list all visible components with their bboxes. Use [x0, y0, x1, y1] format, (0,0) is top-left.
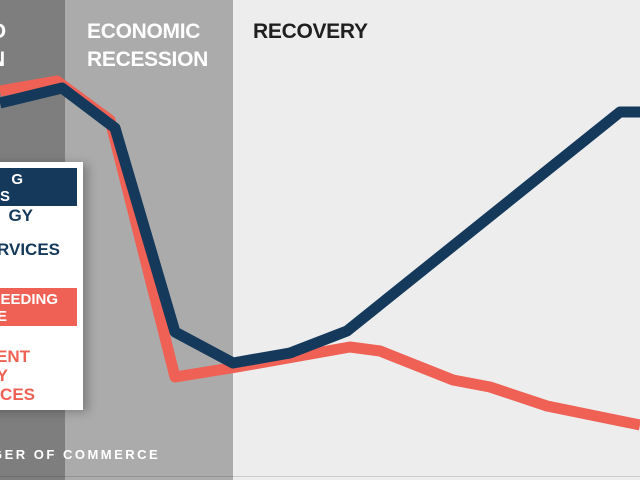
salmon-series-line — [0, 75, 640, 431]
legend-needing-header-frag2: E — [0, 308, 7, 325]
bottom-hairline — [0, 476, 640, 477]
zone-band-recovery — [233, 0, 640, 480]
recession-zone-label: ECONOMIC RECESSION — [87, 20, 208, 71]
legend-needing-item-2: Y — [0, 366, 8, 385]
legend-gaining-header-frag1: G — [11, 171, 23, 188]
legend-needing-item-1: MENT — [0, 347, 30, 366]
legend-gaining-item-1: GY — [8, 206, 33, 225]
clipped-zone-label-line1: D — [0, 20, 6, 44]
navy-series-line — [0, 82, 640, 369]
source-attribution: GER OF COMMERCE — [0, 447, 161, 462]
legend-needing-item-3: ICES — [0, 385, 35, 404]
legend-gaining-item-2: SERVICES — [0, 240, 60, 259]
legend-gaining-header-frag2: S — [0, 188, 10, 205]
legend-gaining-header: G S — [0, 168, 77, 206]
legend-needing-header-frag1: S NEEDING — [0, 291, 58, 308]
recovery-zone-label: RECOVERY — [253, 20, 368, 43]
legend-card: G S GY SERVICES S NEEDING E MENT Y ICES — [0, 162, 83, 410]
clipped-zone-label-line2: N — [0, 48, 5, 72]
legend-needing-header: S NEEDING E — [0, 288, 77, 326]
